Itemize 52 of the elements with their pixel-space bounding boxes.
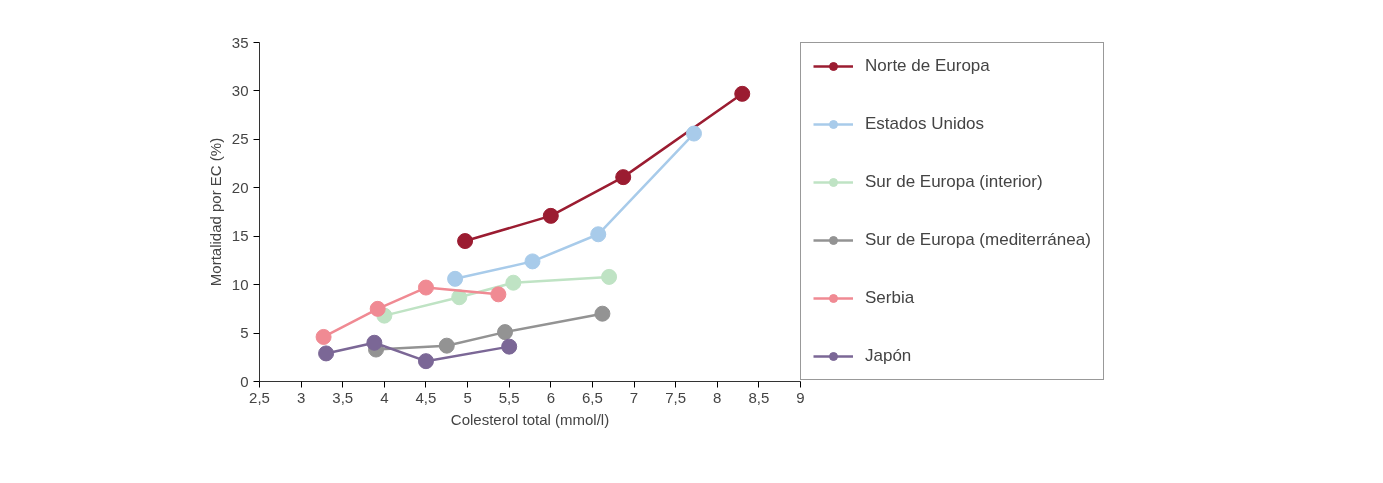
point [490, 286, 507, 303]
legend-label: Sur de Europa (mediterránea) [865, 229, 1091, 251]
x-tick-label: 8,5 [748, 388, 770, 406]
point [366, 334, 383, 351]
legend-label: Serbia [865, 287, 915, 309]
x-tick-label: 6 [546, 388, 555, 406]
x-tick-label: 3,5 [332, 388, 354, 406]
x-tick-label: 8 [713, 388, 722, 406]
point [734, 85, 751, 102]
x-axis-title: Colesterol total (mmol/l) [450, 410, 610, 428]
x-tick-label: 4 [380, 388, 389, 406]
point [457, 233, 474, 250]
point [315, 328, 332, 345]
point [601, 268, 618, 285]
point [542, 207, 559, 224]
point [594, 305, 611, 322]
x-tick-label: 4,5 [415, 388, 437, 406]
y-tick-label: 25 [231, 130, 249, 148]
point [524, 253, 541, 270]
y-tick-label: 30 [231, 81, 249, 99]
point [501, 338, 518, 355]
x-tick-label: 9 [796, 388, 805, 406]
y-tick-label: 5 [240, 324, 249, 342]
point [497, 324, 514, 341]
y-tick-label: 20 [231, 178, 249, 196]
point [505, 274, 522, 291]
y-tick-label: 10 [231, 275, 249, 293]
y-axis-title: Mortalidad por EC (%) [206, 137, 224, 287]
legend-label: Japón [865, 345, 912, 367]
x-tick-label: 7,5 [665, 388, 687, 406]
point [369, 300, 386, 317]
y-tick-label: 0 [240, 372, 249, 390]
legend-label: Sur de Europa (interior) [865, 171, 1043, 193]
point [685, 125, 702, 142]
x-tick-label: 3 [296, 388, 306, 406]
y-tick-label: 15 [231, 227, 249, 245]
point [318, 345, 335, 362]
legend-label: Norte de Europa [865, 55, 990, 77]
point [417, 279, 434, 296]
point [451, 289, 468, 306]
x-tick-label: 7 [629, 388, 639, 406]
legend-label: Estados Unidos [865, 113, 985, 135]
x-tick-label: 2,5 [249, 388, 270, 406]
x-tick-label: 5 [463, 388, 472, 406]
point [615, 169, 632, 186]
y-tick-label: 35 [231, 33, 249, 51]
point [438, 337, 455, 354]
point [417, 353, 434, 370]
point [590, 226, 607, 243]
x-tick-label: 6,5 [582, 388, 603, 406]
x-tick-label: 5,5 [498, 388, 520, 406]
point [447, 270, 464, 287]
